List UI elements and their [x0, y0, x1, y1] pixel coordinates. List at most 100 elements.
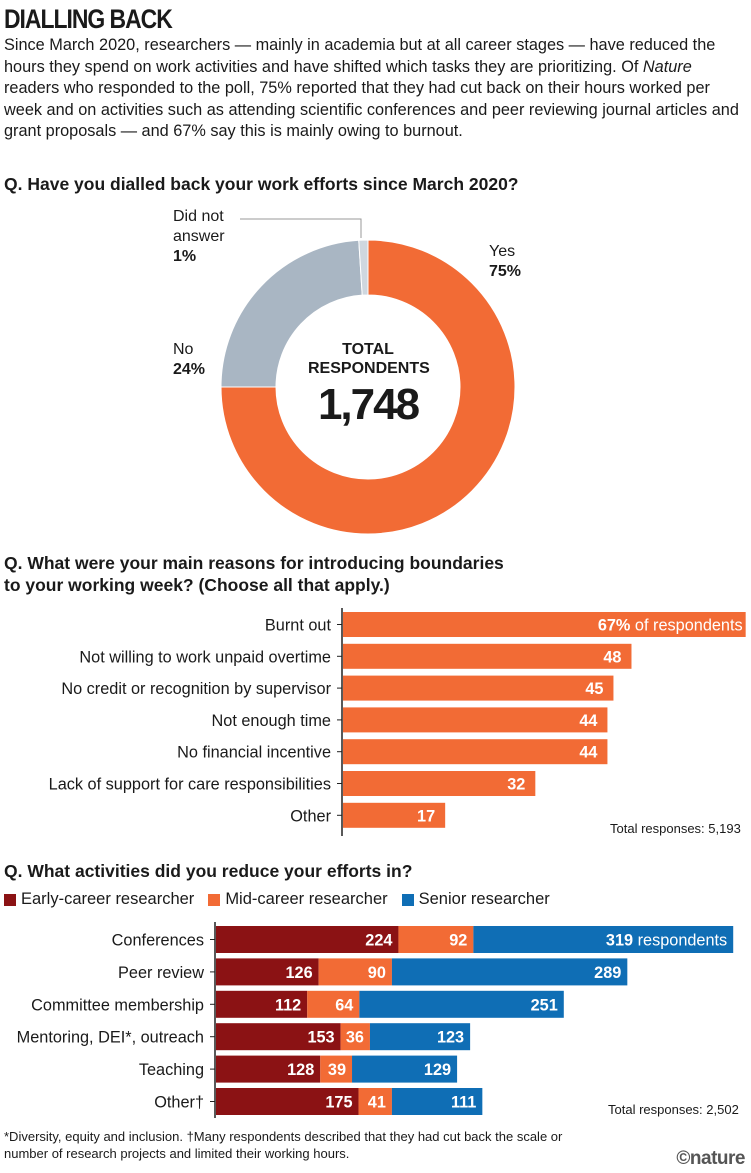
yes-pct: 75% [489, 263, 522, 280]
activities-bar-segment [352, 1055, 458, 1083]
activities-value-label: 175 [325, 1094, 352, 1112]
activities-value-label: 36 [346, 1029, 364, 1047]
reasons-bar [343, 739, 608, 765]
reasons-value-label: 48 [603, 648, 621, 666]
activities-bar-segment [216, 1088, 359, 1115]
reasons-value-label: 45 [585, 680, 603, 698]
page-title: DIALLING BACK [4, 4, 173, 34]
nature-logo: ©nature [676, 1148, 745, 1169]
reasons-bar [343, 771, 536, 796]
reasons-total-note: Total responses: 5,193 [610, 821, 741, 836]
activities-legend: Early-career researcher Mid-career resea… [4, 890, 564, 909]
reasons-value-label: 67% of respondents [598, 617, 743, 635]
legend-early-label: Early-career researcher [21, 890, 195, 908]
legend-senior-swatch [401, 893, 414, 906]
activities-bar-segment [216, 1023, 341, 1051]
reasons-category-label: Lack of support for care responsibilitie… [49, 776, 331, 794]
reasons-bar [343, 802, 446, 828]
donut-question: Q. Have you dialled back your work effor… [4, 174, 519, 194]
activities-value-number: 319 [606, 932, 633, 950]
activities-bar-segment [391, 1088, 483, 1115]
did-not-answer-leader-line [240, 218, 362, 238]
activities-value-label: 126 [285, 964, 312, 982]
activities-category-label: Teaching [139, 1061, 204, 1079]
donut-center-label: TOTAL RESPONDENTS [288, 340, 448, 378]
reasons-category-label: Burnt out [265, 617, 332, 635]
activities-category-label: Conferences [112, 932, 204, 950]
activities-category-label: Committee membership [31, 996, 204, 1014]
activities-category-label: Other† [154, 1094, 204, 1112]
intro-pre: Since March 2020, researchers — mainly i… [4, 36, 716, 76]
donut-slice-did-not-answer [358, 239, 369, 296]
reasons-bar [343, 675, 614, 701]
reasons-bar [343, 612, 746, 637]
activities-bar-segment [216, 990, 308, 1018]
no-label: No [173, 341, 194, 358]
donut-center-value: 1,748 [317, 380, 420, 429]
activities-value-label: 251 [531, 996, 558, 1014]
activities-value-label: 129 [424, 1061, 451, 1079]
reasons-question: Q. What were your main reasons for intro… [4, 552, 504, 596]
activities-value-label: 224 [365, 932, 392, 950]
did-not-answer-line-2: answer [173, 228, 225, 245]
activities-bar-segment [391, 958, 628, 986]
reasons-category-label: Other [290, 807, 331, 825]
donut-label-yes: Yes 75% [489, 242, 521, 282]
reasons-value-label: 32 [507, 776, 525, 794]
reasons-category-label: Not willing to work unpaid overtime [79, 648, 331, 666]
reasons-question-line-2: to your working week? (Choose all that a… [4, 575, 390, 595]
activities-value-label: 39 [328, 1061, 346, 1079]
activities-bar-segment [320, 1055, 353, 1083]
activities-value-label: 90 [368, 964, 386, 982]
activities-category-label: Mentoring, DEI*, outreach [17, 1029, 204, 1047]
activities-value-label: 111 [451, 1094, 476, 1112]
intro-italic: Nature [642, 57, 692, 76]
reasons-value-label: 17 [417, 807, 435, 825]
activities-value-suffix: respondents [633, 932, 727, 950]
activities-value-label: 319 respondents [606, 932, 727, 950]
activities-value-label: 153 [307, 1029, 334, 1047]
intro-text: Since March 2020, researchers — mainly i… [4, 35, 744, 143]
activities-bar-segment [359, 990, 564, 1018]
activities-bar-segment [398, 926, 474, 953]
activities-bar-segment [216, 958, 319, 986]
donut-label-did-not-answer: Did not answer 1% [173, 207, 225, 267]
activities-bar-segment [216, 1055, 321, 1083]
activities-value-label: 123 [437, 1029, 464, 1047]
activities-value-label: 41 [368, 1094, 386, 1112]
center-label-text: TOTAL RESPONDENTS [308, 341, 430, 377]
legend-mid-label: Mid-career researcher [225, 890, 388, 908]
activities-value-label: 289 [594, 964, 621, 982]
reasons-category-label: No credit or recognition by supervisor [61, 680, 331, 698]
yes-label: Yes [489, 243, 516, 260]
activities-value-label: 64 [335, 996, 353, 1014]
legend-senior: Senior researcher [401, 890, 550, 909]
activities-value-label: 112 [275, 996, 301, 1014]
legend-early-swatch [4, 893, 16, 906]
activities-bar-segment [358, 1088, 392, 1115]
activities-bar-segment [307, 990, 360, 1018]
intro-post: readers who responded to the poll, 75% r… [4, 79, 739, 140]
reasons-value-label: 44 [579, 712, 597, 730]
no-pct: 24% [173, 361, 206, 378]
did-not-answer-pct: 1% [173, 248, 197, 265]
activities-bar-segment [216, 926, 399, 953]
activities-total-note: Total responses: 2,502 [608, 1102, 739, 1117]
donut-label-no: No 24% [173, 340, 205, 380]
activities-bar-segment [340, 1023, 370, 1051]
activities-category-label: Peer review [118, 964, 204, 982]
did-not-answer-line-1: Did not [173, 208, 224, 225]
activities-value-label: 128 [287, 1061, 314, 1079]
legend-mid: Mid-career researcher [208, 890, 388, 909]
reasons-bar [343, 707, 608, 733]
legend-mid-swatch [208, 893, 221, 906]
activities-question: Q. What activities did you reduce your e… [4, 861, 413, 881]
activities-value-label: 92 [449, 932, 467, 950]
activities-bar-segment [369, 1023, 471, 1051]
activities-bar-segment [473, 926, 734, 953]
reasons-value-label: 44 [579, 744, 597, 762]
legend-senior-label: Senior researcher [418, 890, 550, 908]
reasons-bar [343, 643, 632, 669]
reasons-question-line-1: Q. What were your main reasons for intro… [4, 553, 504, 573]
